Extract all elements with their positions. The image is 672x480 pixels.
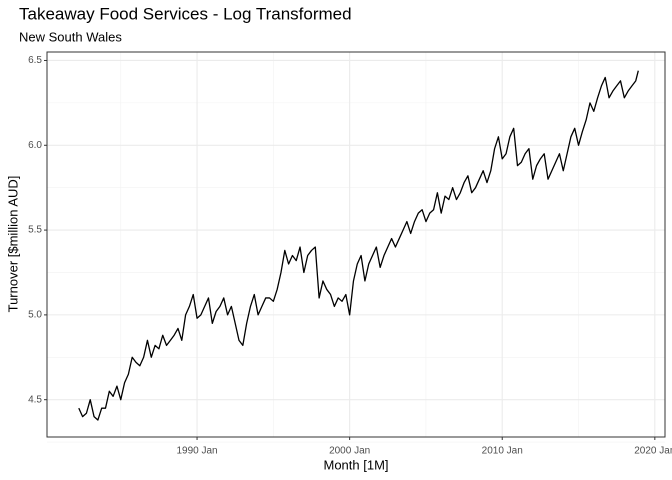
data-line xyxy=(78,70,639,421)
y-tick-label: 6.0 xyxy=(28,140,42,151)
y-tick-label: 4.5 xyxy=(28,394,42,405)
x-tick-label: 1990 Jan xyxy=(176,446,217,457)
x-axis-title: Month [1M] xyxy=(323,457,388,472)
panel-border xyxy=(46,51,666,438)
chart-title: Takeaway Food Services - Log Transformed xyxy=(19,4,352,23)
chart-subtitle: New South Wales xyxy=(19,29,122,44)
x-tick-label: 2020 Jan xyxy=(634,446,672,457)
y-tick-label: 6.5 xyxy=(28,55,42,66)
y-tick-label: 5.5 xyxy=(28,225,42,236)
x-tick-label: 2000 Jan xyxy=(329,446,370,457)
y-axis-title: Turnover [$million AUD] xyxy=(5,176,20,313)
x-tick-label: 2010 Jan xyxy=(482,446,523,457)
y-tick-label: 5.0 xyxy=(28,310,42,321)
